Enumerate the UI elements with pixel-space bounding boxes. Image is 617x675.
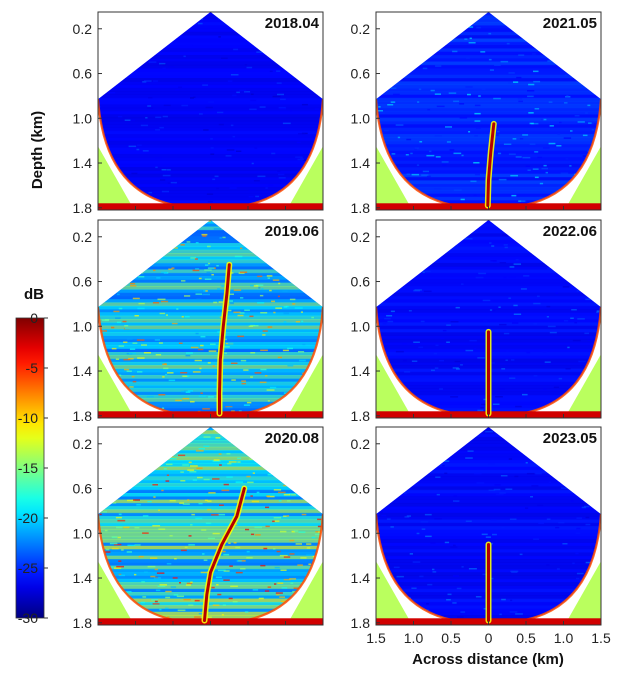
panel-date-label: 2022.06	[543, 223, 597, 240]
depth-tick-label: 0.2	[351, 21, 371, 37]
colorbar: dB 0 -5 -10 -15 -20 -25 -30	[15, 286, 48, 626]
depth-tick-label: 1.4	[73, 155, 93, 171]
depth-tick-label: 0.6	[73, 274, 93, 290]
depth-tick-label: 1.0	[73, 110, 93, 126]
depth-tick-label: 0.2	[73, 229, 93, 245]
seafloor-echo-left	[376, 561, 411, 623]
panel-2022-06: 2022.06 0.2 0.6 1.0 1.4 1.8	[351, 219, 602, 424]
depth-tick-label: 1.0	[73, 525, 93, 541]
depth-tick-label: 1.4	[73, 570, 93, 586]
seafloor-echo-right	[566, 561, 601, 623]
seafloor-echo-right	[288, 561, 323, 623]
panel-date-label: 2018.04	[265, 15, 320, 32]
bubble-plume	[218, 263, 231, 415]
sonar-fan	[376, 220, 601, 416]
colorbar-tick-label: -30	[18, 610, 38, 626]
depth-tick-label: 1.4	[73, 363, 93, 379]
depth-tick-label: 1.8	[73, 615, 93, 631]
depth-tick-label: 1.8	[351, 408, 371, 424]
depth-tick-label: 1.4	[351, 363, 371, 379]
depth-tick-label: 1.8	[73, 408, 93, 424]
seafloor-echo-right	[288, 146, 323, 208]
colorbar-tick-label: -10	[18, 410, 38, 426]
depth-tick-label: 0.6	[351, 274, 371, 290]
distance-tick-label: 0	[485, 630, 493, 646]
depth-tick-label: 1.8	[351, 200, 371, 216]
panel-date-label: 2021.05	[543, 15, 597, 32]
panels-layer: 2018.04 0.2 0.6 1.0 1.4 1.8 2019.06 0.2 0.6 1.0 1.…	[73, 11, 611, 646]
distance-tick-label: 1.0	[554, 630, 574, 646]
bubble-plume	[203, 487, 246, 622]
seafloor-echo-right	[288, 354, 323, 416]
panel-date-label: 2023.05	[543, 430, 597, 447]
depth-tick-label: 1.4	[351, 570, 371, 586]
panel-2023-05: 2023.050.20.61.01.41.81.5 1.0 0.5 0 0.5 1.0 1.…	[351, 426, 611, 646]
sonar-fan	[376, 427, 601, 623]
x-axis-title: Across distance (km)	[412, 651, 564, 668]
depth-tick-label: 1.0	[351, 110, 371, 126]
sonar-fan	[98, 12, 323, 208]
depth-tick-label: 1.8	[73, 200, 93, 216]
colorbar-gradient	[15, 317, 45, 619]
depth-tick-label: 1.0	[351, 318, 371, 334]
distance-tick-label: 1.5	[591, 630, 611, 646]
seafloor-echo-left	[98, 146, 133, 208]
sonar-fan	[376, 12, 601, 208]
depth-tick-label: 1.4	[351, 155, 371, 171]
distance-tick-label: 0.5	[441, 630, 461, 646]
depth-tick-label: 0.2	[351, 229, 371, 245]
colorbar-tick-label: -15	[18, 460, 38, 476]
depth-tick-label: 1.8	[351, 615, 371, 631]
seafloor-echo-right	[566, 354, 601, 416]
depth-tick-label: 0.6	[351, 66, 371, 82]
distance-tick-label: 1.5	[366, 630, 386, 646]
colorbar-label: dB	[24, 286, 44, 303]
panel-date-label: 2020.08	[265, 430, 319, 447]
seafloor-echo-left	[376, 146, 411, 208]
panel-date-label: 2019.06	[265, 223, 319, 240]
depth-tick-label: 0.6	[351, 481, 371, 497]
panel-2021-05: 2021.05 0.2 0.6 1.0 1.4 1.8	[351, 11, 602, 216]
panel-2018-04: 2018.04 0.2 0.6 1.0 1.4 1.8	[73, 11, 324, 216]
depth-tick-label: 1.0	[351, 525, 371, 541]
depth-tick-label: 1.0	[73, 318, 93, 334]
bubble-plume	[486, 122, 496, 207]
distance-tick-label: 0.5	[516, 630, 536, 646]
seafloor-echo-right	[566, 146, 601, 208]
distance-tick-label: 1.0	[404, 630, 424, 646]
colorbar-tick-label: -25	[18, 560, 38, 576]
seafloor-echo-left	[98, 354, 133, 416]
seafloor-echo-left	[376, 354, 411, 416]
depth-tick-label: 0.2	[351, 436, 371, 452]
panel-2019-06: 2019.06 0.2 0.6 1.0 1.4 1.8	[73, 219, 324, 424]
colorbar-tick-label: -20	[18, 510, 38, 526]
depth-tick-label: 0.6	[73, 481, 93, 497]
colorbar-tick-label: 0	[30, 310, 38, 326]
colorbar-tick-label: -5	[26, 360, 39, 376]
seafloor-echo-left	[98, 561, 133, 623]
depth-tick-label: 0.6	[73, 66, 93, 82]
depth-tick-label: 0.2	[73, 21, 93, 37]
panel-2020-08: 2020.08 0.2 0.6 1.0 1.4 1.8	[73, 426, 324, 631]
depth-tick-label: 0.2	[73, 436, 93, 452]
y-axis-title: Depth (km)	[29, 111, 46, 189]
